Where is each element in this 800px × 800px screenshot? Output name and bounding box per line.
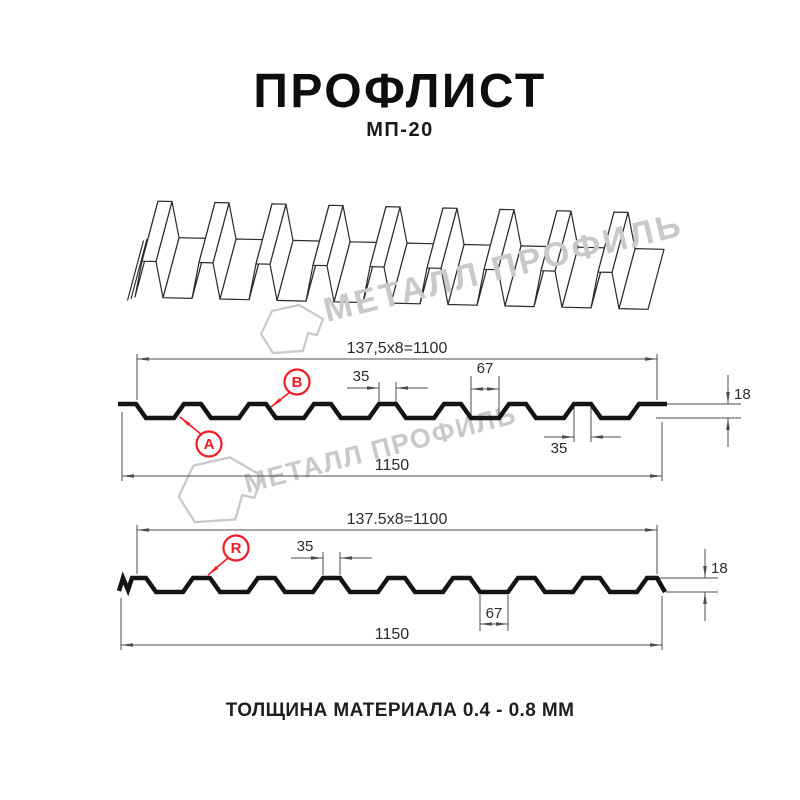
dim-height-label: 18: [734, 386, 751, 403]
dim-rib-top-label: 35: [297, 538, 314, 555]
callout-b-label: B: [292, 374, 303, 391]
callouts-top: B A: [179, 368, 311, 458]
watermark-brand-text: МЕТАЛЛ ПРОФИЛЬ: [241, 399, 520, 499]
dim-overall-label: 1150: [375, 457, 410, 474]
callout-b-circle: [283, 368, 311, 396]
dim-coverage-label: 137.5x8=1100: [347, 511, 448, 528]
callouts-bottom: R: [207, 534, 250, 576]
brand-logo-icon: [177, 456, 264, 524]
page-subtitle: МП-20: [366, 119, 434, 141]
dim-rib-bottom-label: 35: [551, 440, 568, 457]
brand-logo-icon: [259, 303, 325, 355]
thickness-note: ТОЛЩИНА МАТЕРИАЛА 0.4 - 0.8 ММ: [225, 700, 575, 721]
sheet-face: [141, 200, 629, 273]
dim-coverage-label: 137,5x8=1100: [347, 340, 448, 357]
callout-r-label: R: [231, 540, 242, 557]
dim-rib-top-label: 35: [353, 368, 370, 385]
page-title: ПРОФЛИСТ: [253, 65, 547, 118]
profile-section-top: [121, 354, 741, 481]
dim-overall-label: 1150: [375, 626, 410, 643]
corrugation-profile-top: [118, 401, 667, 421]
profile-section-bottom: [120, 525, 718, 650]
corrugation-profile-bottom: [116, 571, 667, 597]
dim-height-label: 18: [711, 560, 728, 577]
profile-top-labels: 137,5x8=1100 35 67 18 35 1150: [347, 340, 751, 474]
callout-r-circle: [222, 534, 250, 562]
sheet-3d-view: [126, 200, 665, 310]
dim-valley-label: 67: [486, 605, 503, 622]
callout-a-label: A: [204, 436, 215, 453]
dim-valley-label: 67: [477, 360, 494, 377]
sheet-cut-edge: [126, 238, 148, 301]
profile-bottom-labels: 137.5x8=1100 35 18 67 1150: [297, 511, 728, 643]
callout-a-circle: [195, 430, 223, 458]
